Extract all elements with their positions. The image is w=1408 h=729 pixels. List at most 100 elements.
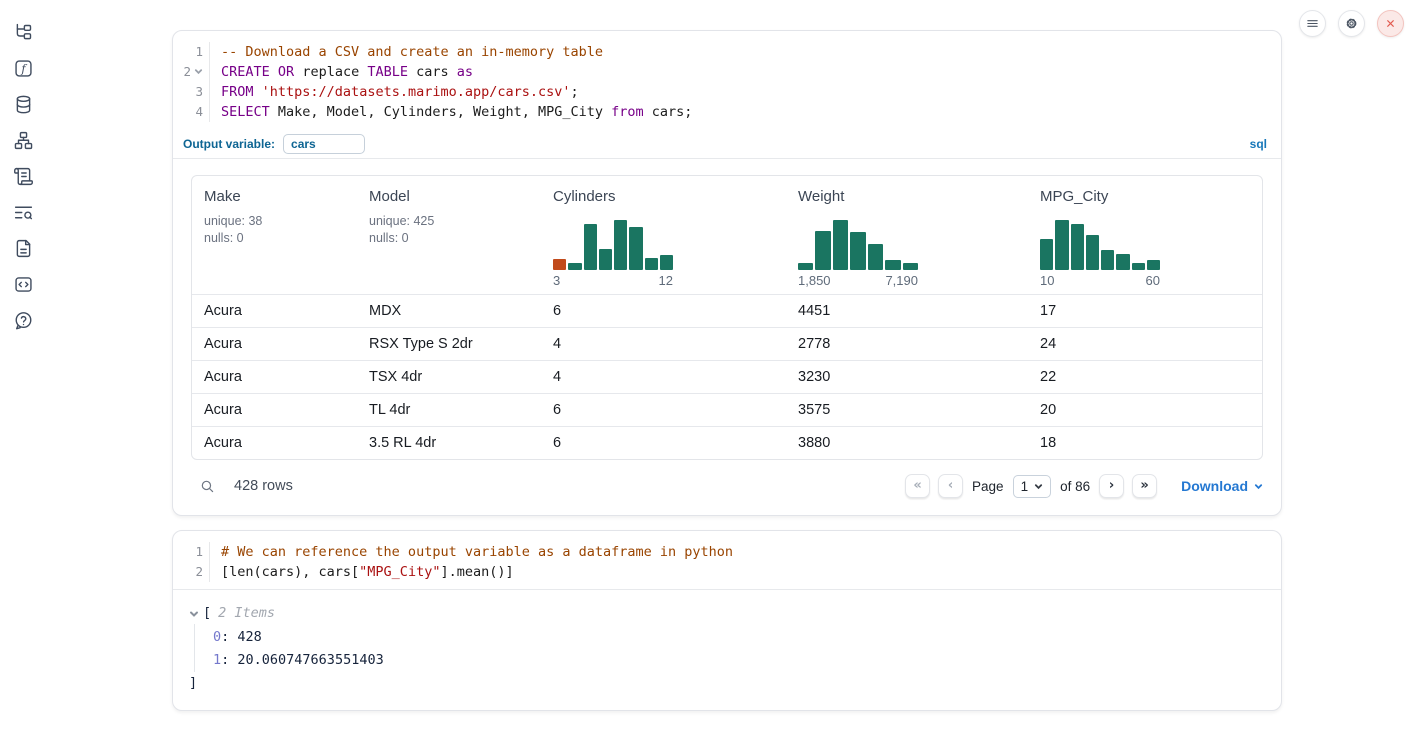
pagination: « ‹ Page 1 of 86 › » Download [905, 474, 1263, 498]
column-title: MPG_City [1040, 188, 1109, 205]
result-table: Make unique: 38 nulls: 0 Model unique: 4… [191, 175, 1263, 460]
table-row: Acura RSX Type S 2dr 4 2778 24 [192, 327, 1262, 360]
table-row: Acura TSX 4dr 4 3230 22 [192, 360, 1262, 393]
page-select[interactable]: 1 [1012, 474, 1052, 498]
shutdown-button[interactable] [1377, 10, 1404, 37]
cell-mpg-city: 20 [1040, 401, 1057, 418]
mpg-city-histogram [1040, 220, 1160, 270]
cell-cylinders: 6 [553, 434, 562, 451]
column-header-model[interactable]: Model unique: 425 nulls: 0 [357, 176, 541, 294]
axis-max-label: 60 [1145, 273, 1160, 288]
column-stat-unique: unique: 425 [369, 214, 435, 228]
cell-model: MDX [369, 302, 402, 319]
cell-weight: 3575 [798, 401, 831, 418]
next-page-button[interactable]: › [1099, 474, 1125, 498]
cell-cylinders: 4 [553, 335, 562, 352]
list-item: 1: 20.060747663551403 [213, 652, 384, 668]
database-icon[interactable] [12, 93, 34, 115]
column-stat-nulls: nulls: 0 [204, 231, 244, 245]
column-header-weight[interactable]: Weight 1,850 7,190 [786, 176, 1028, 294]
column-stat-unique: unique: 38 [204, 214, 263, 228]
help-icon[interactable] [12, 309, 34, 331]
column-stat-nulls: nulls: 0 [369, 231, 409, 245]
menu-button[interactable] [1299, 10, 1326, 37]
table-row: Acura MDX 6 4451 17 [192, 294, 1262, 327]
code-line: 3 FROM 'https://datasets.marimo.app/cars… [173, 82, 1281, 102]
language-badge: sql [1249, 136, 1267, 151]
dependency-graph-icon[interactable] [12, 129, 34, 151]
cell-model: TL 4dr [369, 401, 411, 418]
cell-weight: 3880 [798, 434, 831, 451]
axis-max-label: 7,190 [885, 273, 918, 288]
cell-mpg-city: 17 [1040, 302, 1057, 319]
table-footer: 428 rows « ‹ Page 1 of 86 › » Download [191, 467, 1263, 505]
list-item: 0: 428 [213, 629, 262, 645]
column-title: Weight [798, 188, 845, 205]
cell-mpg-city: 22 [1040, 368, 1057, 385]
documentation-icon[interactable] [12, 237, 34, 259]
line-number: 2 [195, 564, 203, 579]
column-header-mpg-city[interactable]: MPG_City 10 60 [1028, 176, 1262, 294]
page-label: Page [972, 478, 1004, 494]
chevron-down-icon [1254, 478, 1263, 494]
cell-cylinders: 6 [553, 302, 562, 319]
search-button[interactable] [199, 478, 216, 495]
function-icon[interactable]: f [12, 57, 34, 79]
cell-make: Acura [204, 401, 242, 418]
search-icon [201, 480, 214, 492]
tree-entries: 0: 428 1: 20.060747663551403 [194, 624, 1263, 672]
axis-max-label: 12 [658, 273, 673, 288]
column-title: Model [369, 188, 410, 205]
column-header-cylinders[interactable]: Cylinders 3 12 [541, 176, 786, 294]
cell-mpg-city: 24 [1040, 335, 1057, 352]
sidebar: f [0, 0, 46, 729]
close-bracket: ] [189, 675, 198, 691]
output-variable-label: Output variable: [183, 136, 276, 151]
logs-search-icon[interactable] [12, 201, 34, 223]
code-line: 2 [len(cars), cars["MPG_City"].mean()] [173, 562, 1281, 582]
chevron-down-icon [1034, 479, 1043, 494]
close-icon [1387, 20, 1394, 27]
weight-histogram [798, 220, 918, 270]
axis-min-label: 10 [1040, 273, 1055, 288]
python-code-editor[interactable]: 1 # We can reference the output variable… [173, 531, 1281, 590]
settings-button[interactable] [1338, 10, 1365, 37]
download-label: Download [1181, 478, 1248, 494]
collapse-chevron-icon[interactable] [189, 609, 199, 619]
python-output-tree: [ 2 Items 0: 428 1: 20.060747663551403 ] [173, 590, 1281, 710]
fold-chevron-icon[interactable] [194, 62, 203, 82]
tree-root: [ 2 Items [189, 603, 1263, 624]
line-number: 1 [195, 44, 203, 59]
output-variable-input[interactable] [283, 133, 366, 154]
cell-make: Acura [204, 335, 242, 352]
scratchpad-icon[interactable] [12, 165, 34, 187]
code-line: 1 # We can reference the output variable… [173, 542, 1281, 562]
line-number: 1 [195, 544, 203, 559]
last-page-button[interactable]: » [1132, 474, 1158, 498]
cylinders-histogram [553, 220, 673, 270]
table-header-row: Make unique: 38 nulls: 0 Model unique: 4… [192, 176, 1262, 294]
download-button[interactable]: Download [1181, 478, 1263, 494]
column-header-make[interactable]: Make unique: 38 nulls: 0 [192, 176, 357, 294]
topbar-actions [1299, 10, 1404, 37]
table-row: Acura TL 4dr 6 3575 20 [192, 393, 1262, 426]
first-page-button[interactable]: « [905, 474, 931, 498]
cell-model: TSX 4dr [369, 368, 423, 385]
line-number: 4 [195, 104, 203, 119]
page-total-label: of 86 [1060, 478, 1091, 494]
cell-make: Acura [204, 434, 242, 451]
prev-page-button[interactable]: ‹ [938, 474, 964, 498]
sql-code-editor[interactable]: 1 -- Download a CSV and create an in-mem… [173, 31, 1281, 129]
page-select-value: 1 [1020, 478, 1029, 494]
settings-gear-icon [1346, 18, 1357, 29]
file-tree-icon[interactable] [12, 21, 34, 43]
code-line: 1 -- Download a CSV and create an in-mem… [173, 42, 1281, 62]
cell-make: Acura [204, 302, 242, 319]
svg-text:f: f [20, 61, 27, 75]
axis-min-label: 3 [553, 273, 561, 288]
histogram-axis: 10 60 [1040, 273, 1160, 288]
snippets-icon[interactable] [12, 273, 34, 295]
histogram-axis: 1,850 7,190 [798, 273, 918, 288]
notebook: 1 -- Download a CSV and create an in-mem… [172, 30, 1282, 711]
cell-weight: 3230 [798, 368, 831, 385]
